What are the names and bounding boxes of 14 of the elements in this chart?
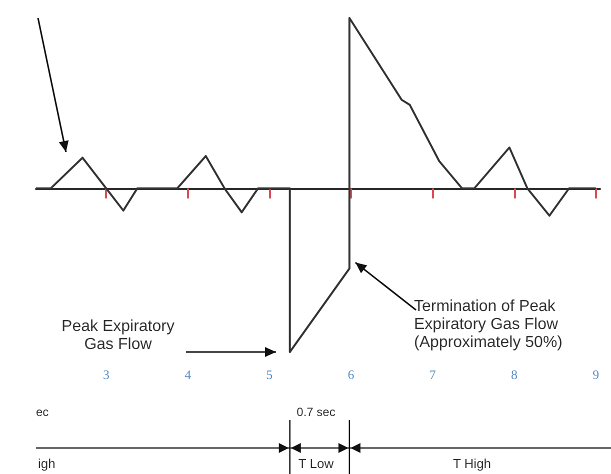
x-tick-label: 3 xyxy=(102,367,110,382)
annotation: Peak Expiratory Gas Flow xyxy=(60,318,176,354)
text: ec xyxy=(36,405,49,419)
text: T Low xyxy=(298,456,334,471)
text: igh xyxy=(38,456,56,471)
text: T High xyxy=(452,456,492,471)
x-tick-label: 4 xyxy=(184,367,192,382)
x-tick-label: 9 xyxy=(592,367,600,382)
x-tick-label: 5 xyxy=(266,367,273,382)
annotation: Termination of Peak Expiratory Gas Flow (Approximately 50%) xyxy=(414,298,564,352)
x-tick-label: 8 xyxy=(511,367,518,382)
x-tick-label: 6 xyxy=(348,367,355,382)
text: 0.7 sec xyxy=(296,405,336,419)
x-tick-label: 7 xyxy=(429,367,436,382)
